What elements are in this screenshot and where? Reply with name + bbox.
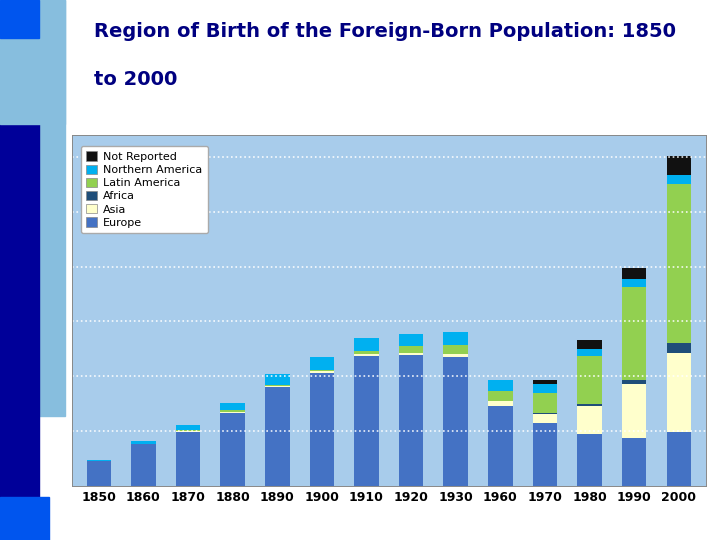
Bar bbox=[667, 175, 691, 184]
Bar bbox=[533, 393, 557, 413]
Bar bbox=[86, 461, 111, 486]
Bar bbox=[265, 385, 289, 386]
Bar bbox=[622, 438, 647, 486]
Bar bbox=[622, 287, 647, 380]
Bar bbox=[265, 388, 289, 486]
Bar bbox=[488, 407, 513, 486]
Bar bbox=[577, 406, 602, 434]
Bar bbox=[667, 343, 691, 353]
Bar bbox=[354, 356, 379, 486]
Bar bbox=[667, 184, 691, 343]
Bar bbox=[176, 432, 200, 486]
Bar bbox=[354, 354, 379, 356]
Bar bbox=[577, 348, 602, 356]
Bar bbox=[265, 386, 289, 388]
Bar bbox=[667, 156, 691, 175]
Bar bbox=[444, 345, 468, 354]
Bar bbox=[533, 384, 557, 393]
Legend: Not Reported, Northern America, Latin America, Africa, Asia, Europe: Not Reported, Northern America, Latin Am… bbox=[81, 146, 208, 233]
Bar bbox=[533, 414, 557, 423]
Bar bbox=[131, 444, 156, 486]
Bar bbox=[399, 346, 423, 353]
Bar bbox=[622, 380, 647, 383]
Bar bbox=[131, 441, 156, 444]
Bar bbox=[310, 370, 334, 371]
Bar bbox=[310, 373, 334, 486]
Bar bbox=[444, 357, 468, 486]
Bar bbox=[220, 402, 245, 410]
Bar bbox=[488, 390, 513, 401]
Bar bbox=[533, 380, 557, 384]
Bar bbox=[354, 351, 379, 354]
Bar bbox=[667, 432, 691, 486]
Bar bbox=[488, 380, 513, 390]
Bar bbox=[310, 357, 334, 370]
Bar bbox=[444, 354, 468, 357]
Bar bbox=[444, 332, 468, 345]
Text: Region of Birth of the Foreign-Born Population: 1850: Region of Birth of the Foreign-Born Popu… bbox=[94, 22, 675, 40]
Bar bbox=[577, 356, 602, 404]
Bar bbox=[176, 431, 200, 432]
Bar bbox=[220, 413, 245, 486]
Bar bbox=[622, 383, 647, 438]
Bar bbox=[399, 334, 423, 346]
Bar bbox=[220, 410, 245, 411]
Bar bbox=[176, 425, 200, 430]
Bar bbox=[577, 404, 602, 406]
Text: to 2000: to 2000 bbox=[94, 70, 177, 89]
Bar bbox=[577, 434, 602, 486]
Bar bbox=[488, 401, 513, 407]
Bar bbox=[399, 355, 423, 486]
Bar bbox=[176, 430, 200, 431]
Bar bbox=[622, 279, 647, 287]
Bar bbox=[577, 340, 602, 348]
Bar bbox=[399, 353, 423, 355]
Bar bbox=[622, 268, 647, 279]
Bar bbox=[86, 460, 111, 461]
Bar bbox=[265, 374, 289, 385]
Bar bbox=[310, 372, 334, 373]
Bar bbox=[220, 411, 245, 413]
Bar bbox=[533, 423, 557, 486]
Bar bbox=[667, 353, 691, 432]
Bar bbox=[533, 413, 557, 414]
Bar bbox=[354, 338, 379, 351]
